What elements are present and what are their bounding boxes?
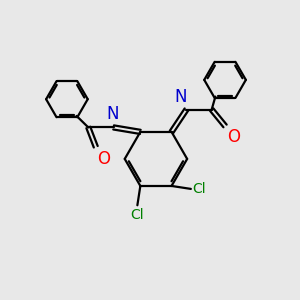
Text: O: O (227, 128, 240, 146)
Text: O: O (97, 150, 110, 168)
Text: N: N (175, 88, 187, 106)
Text: N: N (106, 105, 119, 123)
Text: Cl: Cl (130, 208, 144, 222)
Text: Cl: Cl (192, 182, 206, 196)
